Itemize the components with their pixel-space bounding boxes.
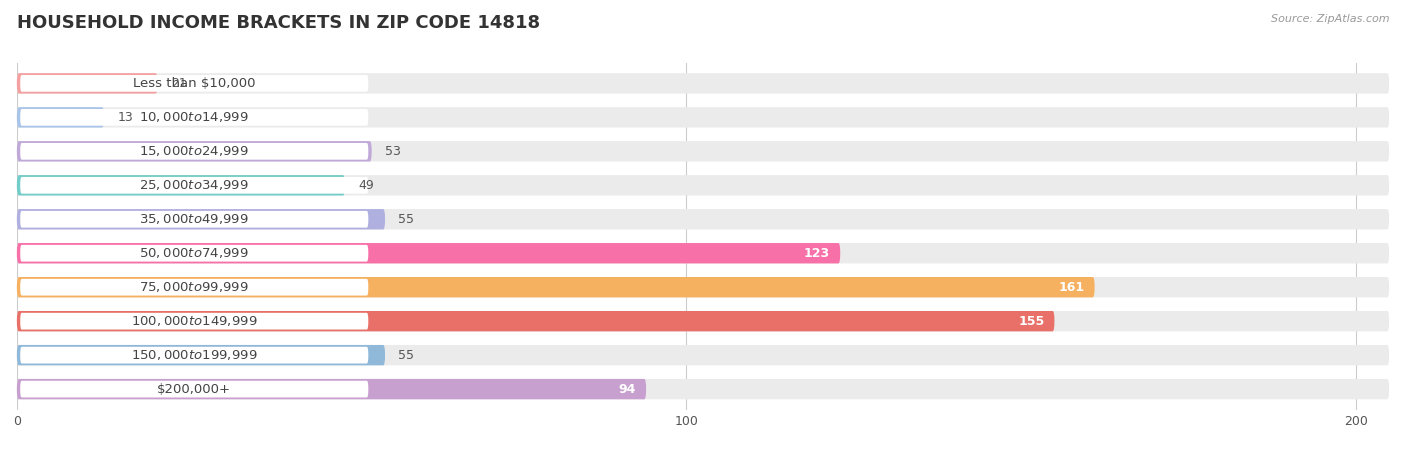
FancyBboxPatch shape [17,277,1389,297]
FancyBboxPatch shape [17,345,1389,365]
Text: $100,000 to $149,999: $100,000 to $149,999 [131,314,257,328]
Text: 94: 94 [619,382,636,396]
Text: 55: 55 [398,213,415,226]
FancyBboxPatch shape [17,107,1389,127]
FancyBboxPatch shape [17,209,385,230]
FancyBboxPatch shape [17,379,1389,399]
Text: 155: 155 [1018,315,1045,328]
FancyBboxPatch shape [20,381,368,397]
FancyBboxPatch shape [17,175,344,195]
Text: $15,000 to $24,999: $15,000 to $24,999 [139,144,249,158]
Text: 13: 13 [117,111,134,124]
Text: 53: 53 [385,145,401,158]
FancyBboxPatch shape [17,73,157,94]
FancyBboxPatch shape [17,243,1389,263]
Text: 123: 123 [804,247,830,260]
FancyBboxPatch shape [17,175,1389,195]
FancyBboxPatch shape [20,245,368,261]
FancyBboxPatch shape [17,73,1389,94]
FancyBboxPatch shape [20,75,368,92]
Text: $200,000+: $200,000+ [157,382,231,396]
FancyBboxPatch shape [17,107,104,127]
Text: 55: 55 [398,349,415,362]
FancyBboxPatch shape [17,345,385,365]
Text: $35,000 to $49,999: $35,000 to $49,999 [139,212,249,226]
Text: $25,000 to $34,999: $25,000 to $34,999 [139,178,249,192]
FancyBboxPatch shape [17,311,1389,331]
FancyBboxPatch shape [17,311,1054,331]
FancyBboxPatch shape [20,313,368,329]
Text: 49: 49 [359,179,374,192]
Text: $150,000 to $199,999: $150,000 to $199,999 [131,348,257,362]
FancyBboxPatch shape [20,211,368,228]
FancyBboxPatch shape [20,177,368,194]
FancyBboxPatch shape [17,141,1389,162]
Text: $50,000 to $74,999: $50,000 to $74,999 [139,246,249,260]
Text: Less than $10,000: Less than $10,000 [134,77,256,90]
FancyBboxPatch shape [17,209,1389,230]
Text: Source: ZipAtlas.com: Source: ZipAtlas.com [1271,14,1389,23]
Text: $75,000 to $99,999: $75,000 to $99,999 [139,280,249,294]
FancyBboxPatch shape [17,379,647,399]
FancyBboxPatch shape [17,277,1095,297]
Text: HOUSEHOLD INCOME BRACKETS IN ZIP CODE 14818: HOUSEHOLD INCOME BRACKETS IN ZIP CODE 14… [17,14,540,32]
FancyBboxPatch shape [20,347,368,364]
Text: $10,000 to $14,999: $10,000 to $14,999 [139,110,249,124]
FancyBboxPatch shape [20,279,368,296]
Text: 21: 21 [172,77,187,90]
FancyBboxPatch shape [17,141,371,162]
FancyBboxPatch shape [17,243,841,263]
FancyBboxPatch shape [20,109,368,126]
FancyBboxPatch shape [20,143,368,160]
Text: 161: 161 [1059,281,1084,294]
